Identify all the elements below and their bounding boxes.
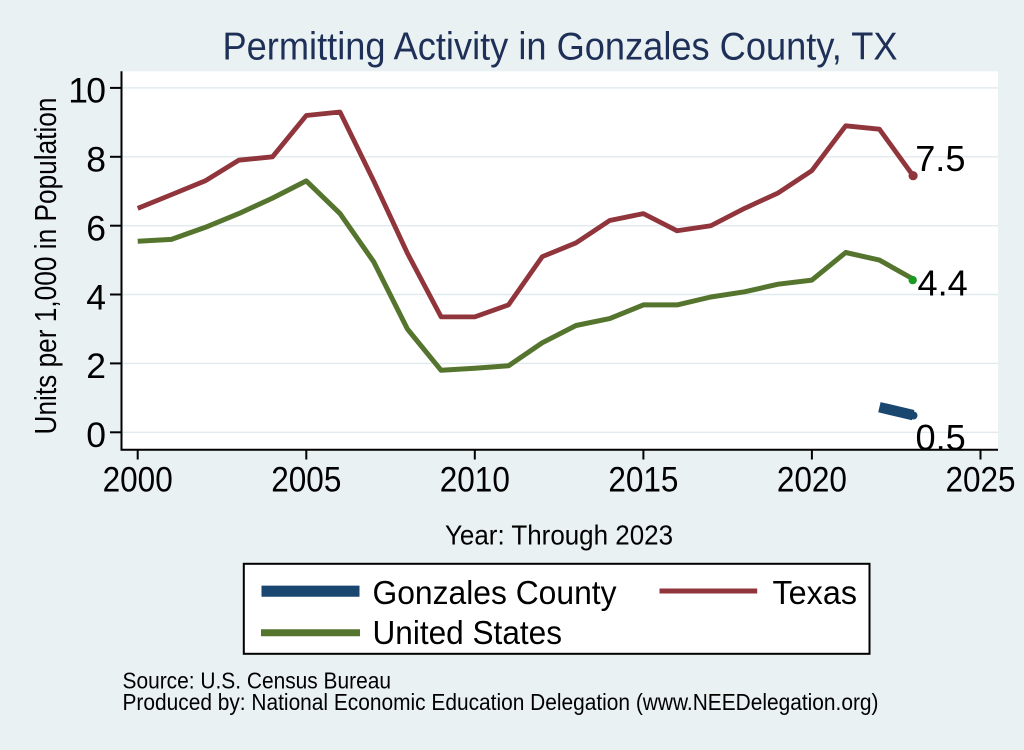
svg-text:Gonzales County: Gonzales County xyxy=(373,574,617,611)
svg-text:7.5: 7.5 xyxy=(915,138,965,179)
svg-text:0: 0 xyxy=(86,71,106,111)
svg-text:Units per 1,000 in Population: Units per 1,000 in Population xyxy=(28,98,63,435)
svg-text:0: 0 xyxy=(86,415,106,455)
svg-text:6: 6 xyxy=(86,209,106,249)
svg-text:United States: United States xyxy=(373,614,563,651)
svg-text:Produced by: National Economic: Produced by: National Economic Education… xyxy=(123,689,879,715)
svg-text:2010: 2010 xyxy=(440,459,510,499)
svg-text:Texas: Texas xyxy=(773,574,858,611)
svg-text:2005: 2005 xyxy=(271,459,341,499)
svg-text:2020: 2020 xyxy=(777,459,847,499)
svg-text:2025: 2025 xyxy=(945,459,1015,499)
svg-text:0.5: 0.5 xyxy=(916,417,966,458)
svg-text:8: 8 xyxy=(86,140,106,180)
svg-text:Source: U.S. Census Bureau: Source: U.S. Census Bureau xyxy=(123,668,392,694)
svg-text:2015: 2015 xyxy=(608,459,678,499)
svg-text:4.4: 4.4 xyxy=(918,263,968,304)
svg-text:2000: 2000 xyxy=(103,459,173,499)
svg-text:2: 2 xyxy=(86,346,106,386)
svg-text:Permitting Activity in Gonzale: Permitting Activity in Gonzales County, … xyxy=(223,26,898,69)
svg-text:Year: Through 2023: Year: Through 2023 xyxy=(445,520,673,551)
svg-text:4: 4 xyxy=(86,277,106,317)
svg-text:1: 1 xyxy=(68,71,88,111)
